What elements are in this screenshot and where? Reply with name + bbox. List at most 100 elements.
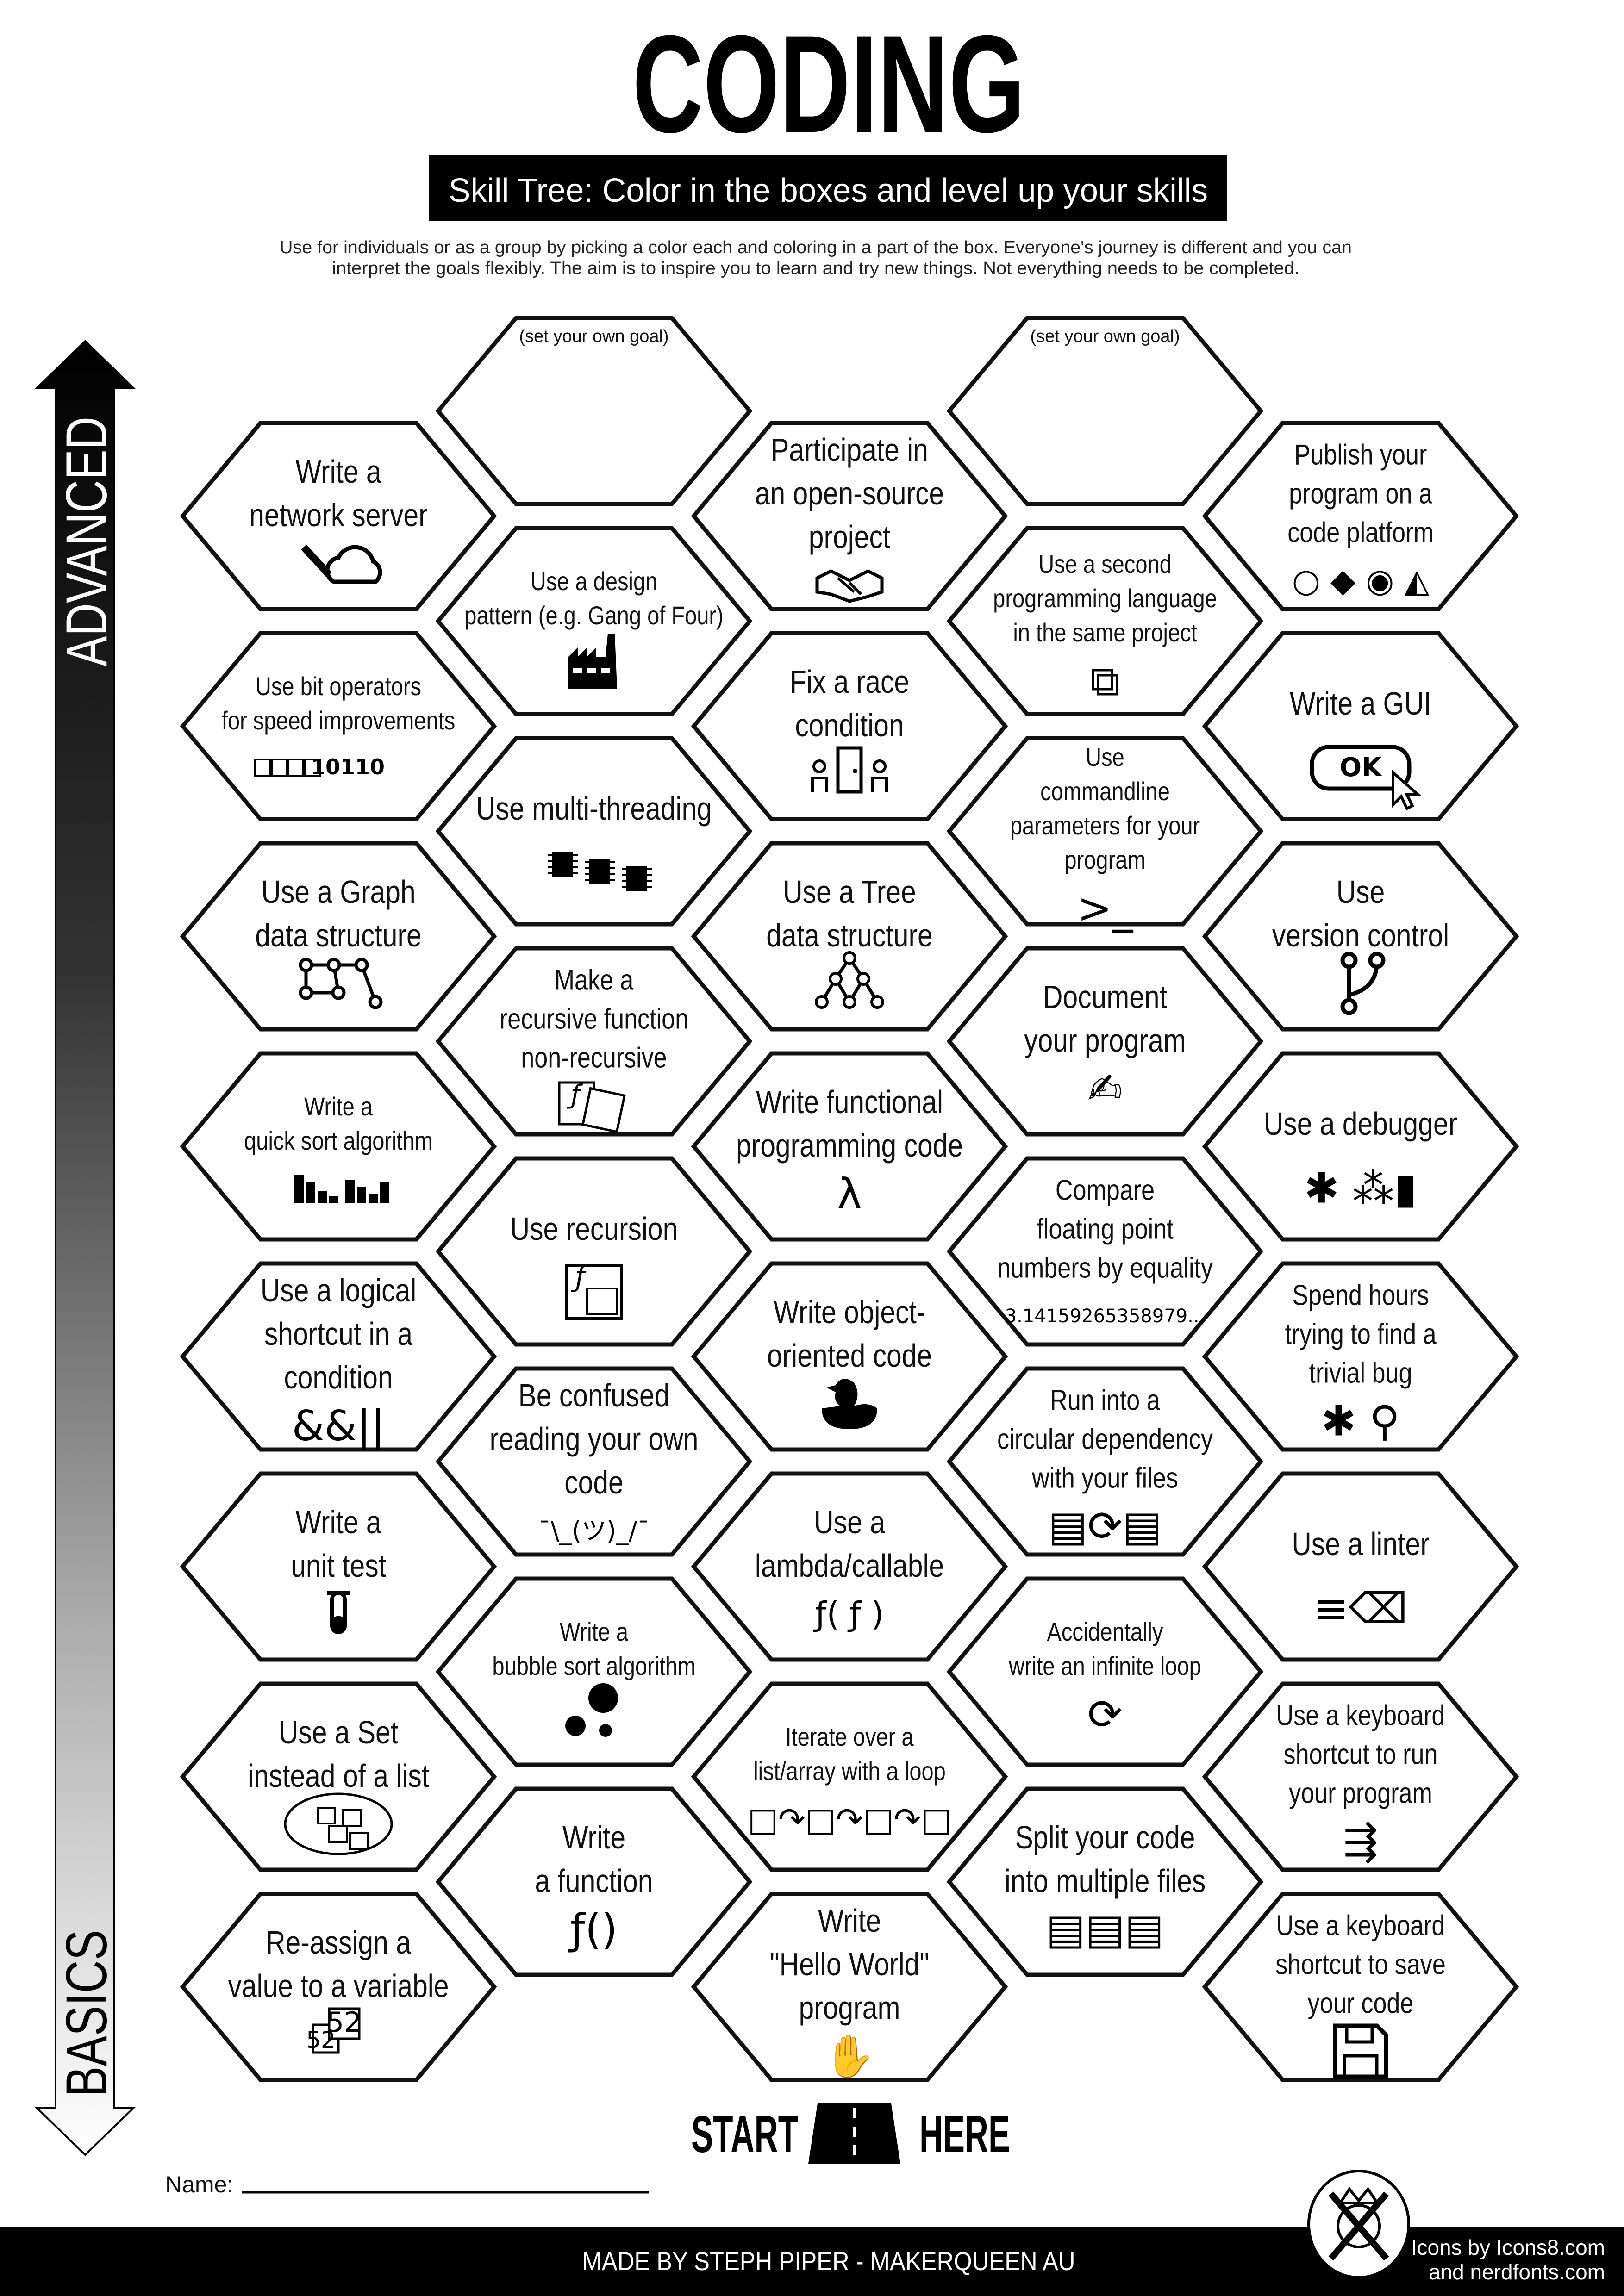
skill-hex[interactable]: Use a logical shortcut in a condition &&||	[180, 1261, 497, 1452]
skill-hex[interactable]: Use bit operators for speed improvements 1…	[180, 631, 497, 821]
logic-operators-icon: &&||	[292, 1402, 385, 1450]
skill-label: Re-assign a value to a variable	[228, 1924, 449, 2004]
hex-outline[interactable]	[435, 316, 753, 506]
icon-text: ▤▤▤	[1046, 1905, 1164, 1954]
hex-outline[interactable]	[1202, 1471, 1519, 1662]
hex-outline[interactable]	[691, 1261, 1008, 1452]
skill-hex[interactable]: Use a Set instead of a list	[180, 1681, 497, 1872]
loop-array-icon: □↷□↷□↷□	[748, 1801, 952, 1839]
skill-label-line: program	[799, 1989, 900, 2026]
skill-hex[interactable]: Make a recursive function non-recursive ƒ	[435, 946, 753, 1137]
hex-outline[interactable]	[691, 1471, 1008, 1662]
skill-hex[interactable]: Use commandline parameters for your program…	[946, 736, 1264, 933]
skill-hex[interactable]: Use a second programming language in the s…	[946, 526, 1264, 716]
skill-hex[interactable]: Run into a circular dependency with your f…	[946, 1366, 1264, 1557]
skill-hex[interactable]: Write a quick sort algorithm	[180, 1051, 497, 1242]
skill-label-line: list/array with a loop	[753, 1756, 946, 1786]
hex-outline[interactable]	[946, 736, 1264, 927]
icon-text: ✋	[824, 2032, 875, 2081]
skill-hex[interactable]: Iterate over a list/array with a loop □↷□↷…	[691, 1681, 1008, 1872]
custom-goal-hex[interactable]: (set your own goal)	[435, 316, 753, 506]
skill-hex[interactable]: Write a unit test	[180, 1471, 497, 1662]
hex-outline[interactable]	[435, 1156, 753, 1347]
hex-outline[interactable]	[180, 1471, 497, 1662]
skill-hex[interactable]: Use a debugger ✱ ⁂▮	[1202, 1051, 1519, 1242]
hex-outline[interactable]	[946, 1786, 1264, 1977]
skill-label-line: shortcut to save	[1275, 1948, 1446, 1980]
hex-outline[interactable]	[435, 1786, 753, 1977]
hex-outline[interactable]	[180, 1681, 497, 1872]
hex-outline[interactable]	[1202, 631, 1519, 821]
skill-hex[interactable]: Write a network server	[180, 421, 497, 611]
factory-icon	[568, 634, 617, 689]
hex-outline[interactable]	[691, 421, 1008, 611]
skill-label: Accidentally write an infinite loop	[1008, 1617, 1201, 1680]
hex-outline[interactable]	[946, 316, 1264, 506]
hex-outline[interactable]	[180, 631, 497, 821]
hex-outline[interactable]	[180, 1051, 497, 1242]
skill-hex[interactable]: Use a keyboard shortcut to save your code	[1202, 1892, 1519, 2082]
hex-outline[interactable]	[180, 1261, 497, 1452]
skill-hex[interactable]: Write a bubble sort algorithm	[435, 1576, 753, 1767]
skill-hex[interactable]: Use version control	[1202, 841, 1519, 1032]
hex-outline[interactable]	[691, 631, 1008, 821]
skill-label-line: Run into a	[1050, 1384, 1160, 1416]
hex-outline[interactable]	[946, 946, 1264, 1137]
hex-outline[interactable]	[180, 421, 497, 611]
skill-hex[interactable]: Spend hours trying to find a trivial bug ✱ …	[1202, 1261, 1519, 1452]
skill-hex[interactable]: Publish your program on a code platform ○ ◆…	[1202, 421, 1519, 611]
skill-label: Use a design pattern (e.g. Gang of Four)	[464, 566, 723, 630]
description-line: interpret the goals flexibly. The aim is…	[332, 259, 1299, 278]
skill-hex[interactable]: Fix a race condition	[691, 631, 1008, 821]
skill-hex[interactable]: Write a function ƒ()	[435, 1786, 753, 1977]
here-label: HERE	[919, 2105, 1010, 2163]
skill-hex[interactable]: Participate in an open-source project	[691, 421, 1008, 611]
skill-label-line: Use a second	[1038, 549, 1172, 579]
hex-outline[interactable]	[946, 1156, 1264, 1347]
hex-outline[interactable]	[435, 1576, 753, 1767]
skill-hex[interactable]: Split your code into multiple files ▤▤▤	[946, 1786, 1264, 1977]
hex-outline[interactable]	[435, 526, 753, 716]
skill-hex[interactable]: Document your program ✍	[946, 946, 1264, 1137]
hex-outline[interactable]	[435, 946, 753, 1137]
hex-outline[interactable]	[180, 1892, 497, 2082]
skill-hex[interactable]: Use a linter ≡⌫	[1202, 1471, 1519, 1662]
hex-outline[interactable]	[1202, 1051, 1519, 1242]
hex-outline[interactable]	[1202, 1261, 1519, 1452]
skill-label-line: Publish your	[1294, 439, 1427, 471]
skill-hex[interactable]: Use a lambda/callable ƒ( ƒ )	[691, 1471, 1008, 1662]
hex-outline[interactable]	[946, 1366, 1264, 1557]
hex-outline[interactable]	[435, 736, 753, 927]
hex-outline[interactable]	[435, 1366, 753, 1557]
skill-hex[interactable]: Write "Hello World" program ✋	[691, 1892, 1008, 2082]
skill-label-line: condition	[795, 707, 904, 743]
hex-outline[interactable]	[1202, 1892, 1519, 2082]
skill-hex[interactable]: Use multi-threading	[435, 736, 753, 927]
hex-outline[interactable]	[691, 841, 1008, 1032]
skill-label-line: Write object-	[774, 1294, 926, 1330]
hex-outline[interactable]	[691, 1051, 1008, 1242]
skill-hex[interactable]: Write a GUI OK	[1202, 631, 1519, 821]
hex-outline[interactable]	[946, 526, 1264, 716]
skill-hex[interactable]: Use a keyboard shortcut to run your progra…	[1202, 1681, 1519, 1872]
skill-label-line: Write a	[304, 1092, 373, 1121]
skill-hex[interactable]: Be confused reading your own code ¯\_(ツ)_/¯	[435, 1366, 753, 1557]
skill-hex[interactable]: Use a Graph data structure	[180, 841, 497, 1032]
skill-hex[interactable]: Use a Tree data structure	[691, 841, 1008, 1032]
hex-outline[interactable]	[691, 1892, 1008, 2082]
hex-outline[interactable]	[1202, 421, 1519, 611]
skill-hex[interactable]: Accidentally write an infinite loop ⟳	[946, 1576, 1264, 1767]
custom-goal-hex[interactable]: (set your own goal)	[946, 316, 1264, 506]
hex-outline[interactable]	[180, 841, 497, 1032]
hex-outline[interactable]	[946, 1576, 1264, 1767]
skill-hex[interactable]: Write object-oriented code	[691, 1261, 1008, 1452]
hex-outline[interactable]	[1202, 1681, 1519, 1872]
skill-hex[interactable]: Use a design pattern (e.g. Gang of Four)	[435, 526, 753, 716]
skill-label-line: your program	[1024, 1022, 1186, 1058]
hex-outline[interactable]	[1202, 841, 1519, 1032]
skill-hex[interactable]: Compare floating point numbers by equality…	[946, 1156, 1264, 1347]
hex-outline[interactable]	[691, 1681, 1008, 1872]
skill-hex[interactable]: Write functional programming code λ	[691, 1051, 1008, 1242]
